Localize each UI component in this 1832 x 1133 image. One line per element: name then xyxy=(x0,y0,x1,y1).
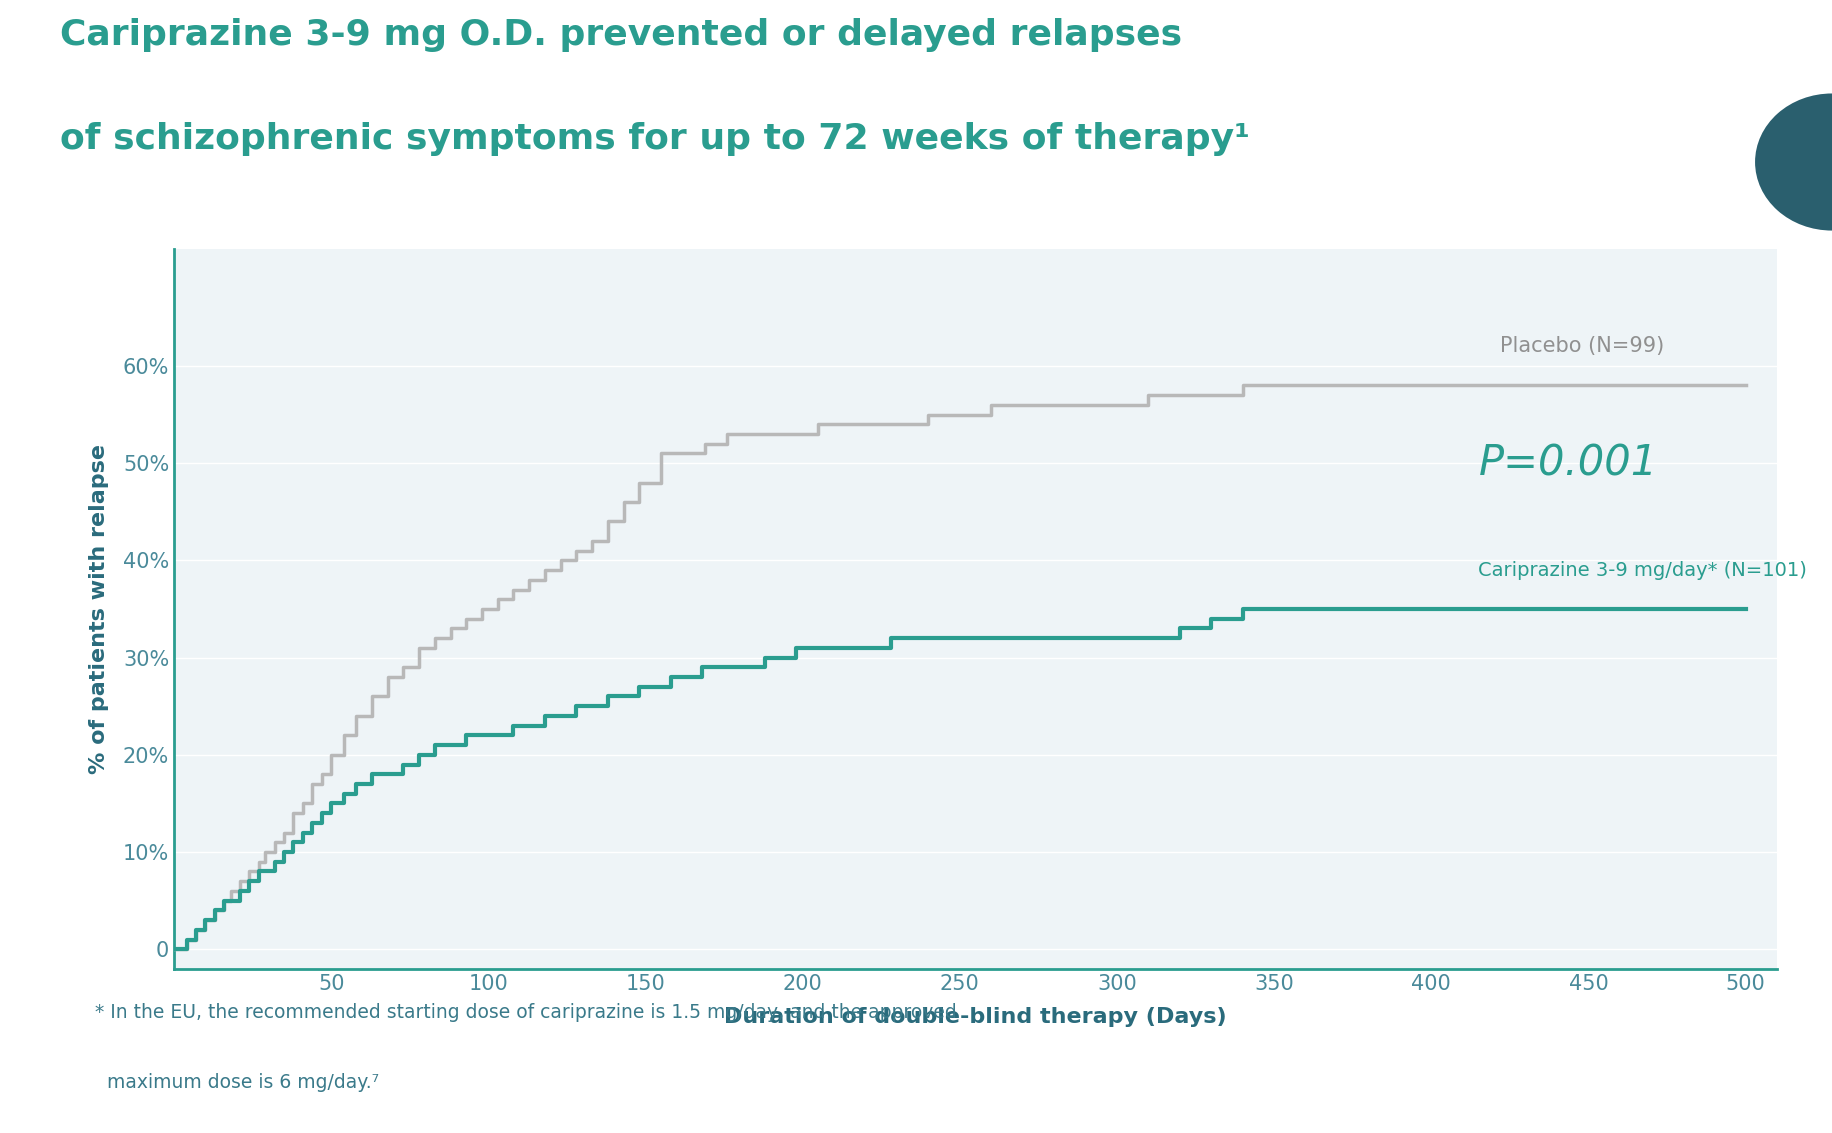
Text: Placebo (N=99): Placebo (N=99) xyxy=(1500,337,1665,357)
Ellipse shape xyxy=(1755,94,1832,231)
X-axis label: Duration of double-blind therapy (Days): Duration of double-blind therapy (Days) xyxy=(724,1007,1227,1028)
Y-axis label: % of patients with relapse: % of patients with relapse xyxy=(90,444,108,774)
Text: maximum dose is 6 mg/day.⁷: maximum dose is 6 mg/day.⁷ xyxy=(95,1073,379,1092)
Text: Cariprazine 3-9 mg O.D. prevented or delayed relapses: Cariprazine 3-9 mg O.D. prevented or del… xyxy=(60,18,1182,52)
Text: of schizophrenic symptoms for up to 72 weeks of therapy¹: of schizophrenic symptoms for up to 72 w… xyxy=(60,122,1249,156)
Text: * In the EU, the recommended starting dose of cariprazine is 1.5 mg/day, and the: * In the EU, the recommended starting do… xyxy=(95,1003,956,1022)
Text: Cariprazine 3-9 mg/day* (N=101): Cariprazine 3-9 mg/day* (N=101) xyxy=(1478,561,1808,580)
Text: P=0.001: P=0.001 xyxy=(1478,442,1658,484)
